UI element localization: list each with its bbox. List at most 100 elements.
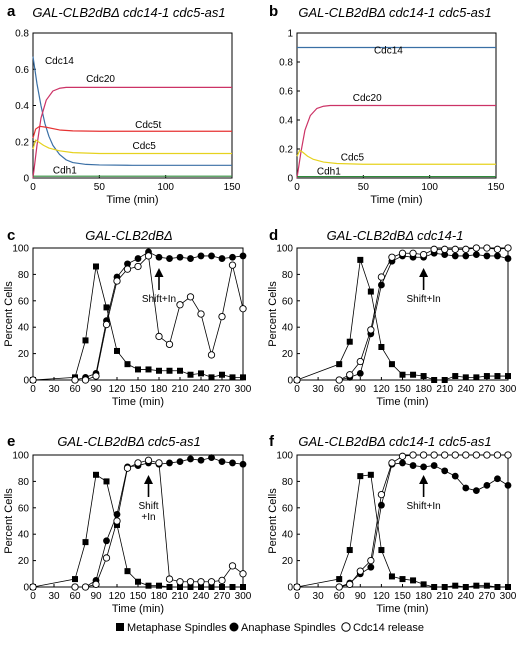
y-tick-label: 40 [18,323,30,334]
y-tick-label: 0 [23,583,29,594]
y-axis-label: Percent Cells [3,281,15,347]
data-point-square [452,373,459,380]
data-point-open-circle [409,249,417,257]
annotation-text: Shift+In [142,294,176,305]
data-point-open-circle [356,357,364,366]
series-label-cdh1: Cdh1 [53,165,77,176]
panel-letter: f [269,433,275,450]
data-point-square [103,478,110,485]
data-point-filled-circle [451,472,459,480]
series-line [296,104,496,179]
data-point-filled-circle [166,255,173,262]
data-point-open-circle [483,451,491,459]
series-line [32,266,243,381]
data-point-open-circle [493,245,502,253]
y-tick-label: 100 [12,451,29,462]
data-point-filled-circle [399,459,406,467]
legend-metaphase-label: Metaphase Spindles [127,622,227,634]
panel-title: GAL-CLB2dBΔ cdc14-1 [327,228,464,243]
panels: a GAL-CLB2dBΔ cdc14-1 cdc5-as1 0 0.2 0.4 0.6 0… [3,3,517,615]
data-point-filled-circle [504,481,512,489]
data-point-filled-circle [208,454,215,462]
panel-title: GAL-CLB2dBΔ cdc14-1 cdc5-as1 [32,5,225,20]
x-tick-label: 150 [394,591,411,602]
data-point-filled-circle [176,253,184,261]
y-tick-label: 20 [282,556,294,567]
y-axis-label: Percent Cells [267,488,279,554]
data-point-open-circle [186,293,195,301]
data-point-open-circle [113,277,121,285]
series-cdc20 [296,104,496,179]
data-point-open-circle [430,451,438,459]
data-point-open-circle [155,332,163,341]
data-point-open-circle [92,580,100,589]
data-point-square [357,256,364,263]
y-tick-label: 20 [282,349,294,360]
data-point-filled-circle [430,462,438,469]
data-point-filled-circle [155,253,163,261]
panel-letter: c [7,227,15,244]
panel-c: c GAL-CLB2dBΔ 0 20 40 60 80 100 0 30 60 90 120 150 180… [3,227,252,408]
data-point-square [124,568,131,575]
series-cdc14 [32,56,232,166]
panel-a: a GAL-CLB2dBΔ cdc14-1 cdc5-as1 0 0.2 0.4 0.6 0… [7,3,241,206]
data-point-open-circle [367,556,375,565]
data-point-open-circle [356,567,364,575]
data-point-filled-circle [451,252,459,260]
series-line [33,251,244,381]
data-point-square [208,584,215,590]
data-point-square [124,361,131,368]
data-point-filled-circle [356,370,364,377]
data-point-open-circle [483,244,491,252]
y-tick-label: 80 [282,477,294,488]
y-tick-label: 60 [18,296,30,307]
data-point-square [187,584,194,590]
data-point-open-circle [388,253,396,261]
data-point-square [505,584,511,590]
x-tick-label: 180 [415,591,432,602]
data-point-open-circle [134,459,142,467]
x-tick-label: 50 [358,182,370,193]
x-tick-label: 270 [214,591,231,602]
data-point-open-circle [293,583,301,591]
x-tick-label: 270 [214,384,231,395]
data-point-square [452,582,459,589]
y-tick-label: 1 [287,29,293,40]
data-point-filled-circle [472,251,480,258]
x-tick-label: 0 [294,384,300,395]
series-anaphase-spindles [293,459,512,591]
data-point-square [177,367,183,374]
data-point-filled-circle [367,563,375,571]
data-point-open-circle [430,245,438,253]
annotation-text-line: +In [141,512,155,523]
data-point-open-circle [186,578,195,586]
data-point-square [114,521,120,528]
x-tick-label: 180 [415,384,432,395]
annotation-text: Shift+In [406,501,440,512]
series-line [32,56,232,166]
series-metaphase-spindles [294,256,511,383]
x-tick-label: 0 [30,182,36,193]
data-point-open-circle [71,376,79,384]
data-point-open-circle [367,326,375,334]
data-point-open-circle [197,578,205,586]
x-tick-label: 300 [500,591,517,602]
panel-letter: d [269,227,278,244]
data-point-filled-circle [176,458,184,465]
data-point-filled-circle [187,455,194,463]
x-axis-label: Time (min) [106,194,158,206]
data-point-filled-circle [113,511,121,518]
data-point-filled-circle [441,251,449,258]
data-point-open-circle [293,376,301,384]
data-point-open-circle [451,451,459,459]
data-point-filled-circle [166,459,173,467]
y-tick-label: 0 [287,583,293,594]
data-point-open-circle [419,451,428,459]
data-point-square [494,584,501,590]
data-point-square [473,582,480,589]
x-tick-label: 50 [94,182,106,193]
panel-f: f GAL-CLB2dBΔ cdc14-1 cdc5-as1 0 20 40 60 80 10… [267,433,517,615]
x-tick-label: 120 [109,384,126,395]
data-point-square [399,576,406,583]
data-point-square [462,584,469,590]
